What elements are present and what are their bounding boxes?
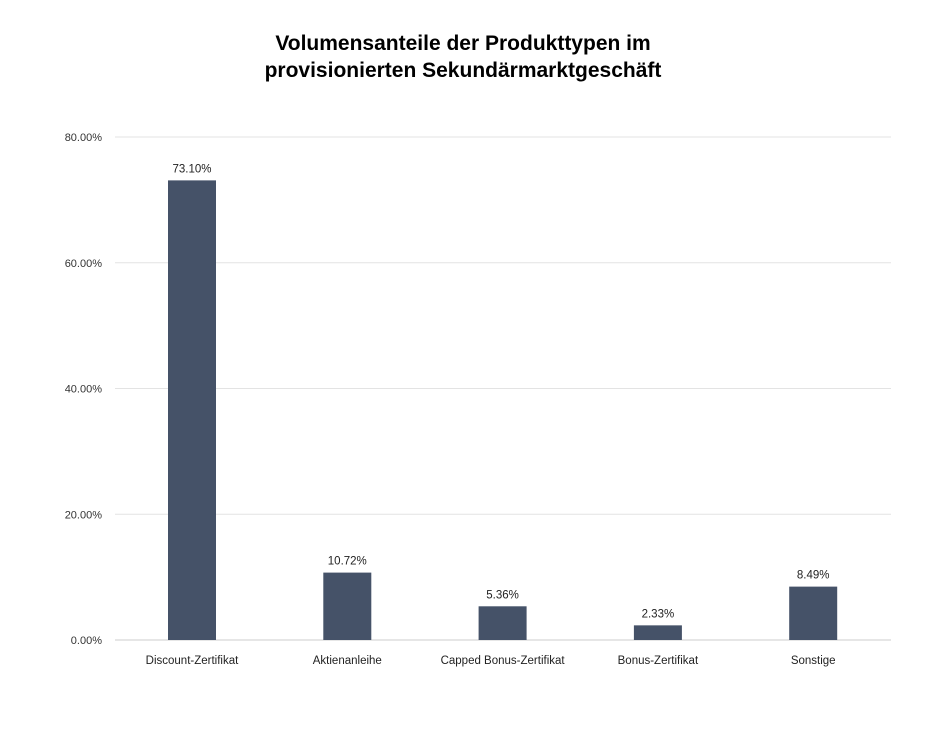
bars [168,180,838,641]
bar-value-label: 2.33% [642,608,675,620]
gridlines [115,136,891,641]
bar-value-label: 8.49% [797,570,830,582]
bar-value-label: 73.10% [172,163,211,175]
bar [168,180,216,641]
y-tick-label: 40.00% [65,384,103,396]
y-tick-label: 80.00% [65,132,103,144]
category-label: Sonstige [791,655,836,667]
x-axis-category-labels: Discount-Zertifikat Aktienanleihe Capped B… [146,655,836,667]
chart-title-line-2: provisionierten Sekundärmarktgeschäft [264,59,662,82]
y-tick-label: 0.00% [71,635,102,647]
category-label: Aktienanleihe [313,655,382,667]
bar [789,586,838,640]
bar [478,606,527,640]
y-tick-label: 20.00% [65,509,103,521]
category-label: Discount-Zertifikat [146,655,239,667]
y-axis-tick-labels: 0.00% 20.00% 40.00% 60.00% 80.00% [65,132,103,647]
category-label: Capped Bonus-Zertifikat [441,655,566,667]
bar-value-label: 5.36% [486,589,519,601]
bar [633,625,682,640]
chart-title: Volumensanteile der Produkttypen im prov… [0,30,926,84]
chart-title-line-1: Volumensanteile der Produkttypen im [275,32,651,55]
value-labels: 73.10% 10.72% 5.36% 2.33% 8.49% [172,163,829,620]
bar-value-label: 10.72% [328,556,367,568]
bar [323,572,372,640]
category-label: Bonus-Zertifikat [618,655,699,667]
y-tick-label: 60.00% [65,258,103,270]
